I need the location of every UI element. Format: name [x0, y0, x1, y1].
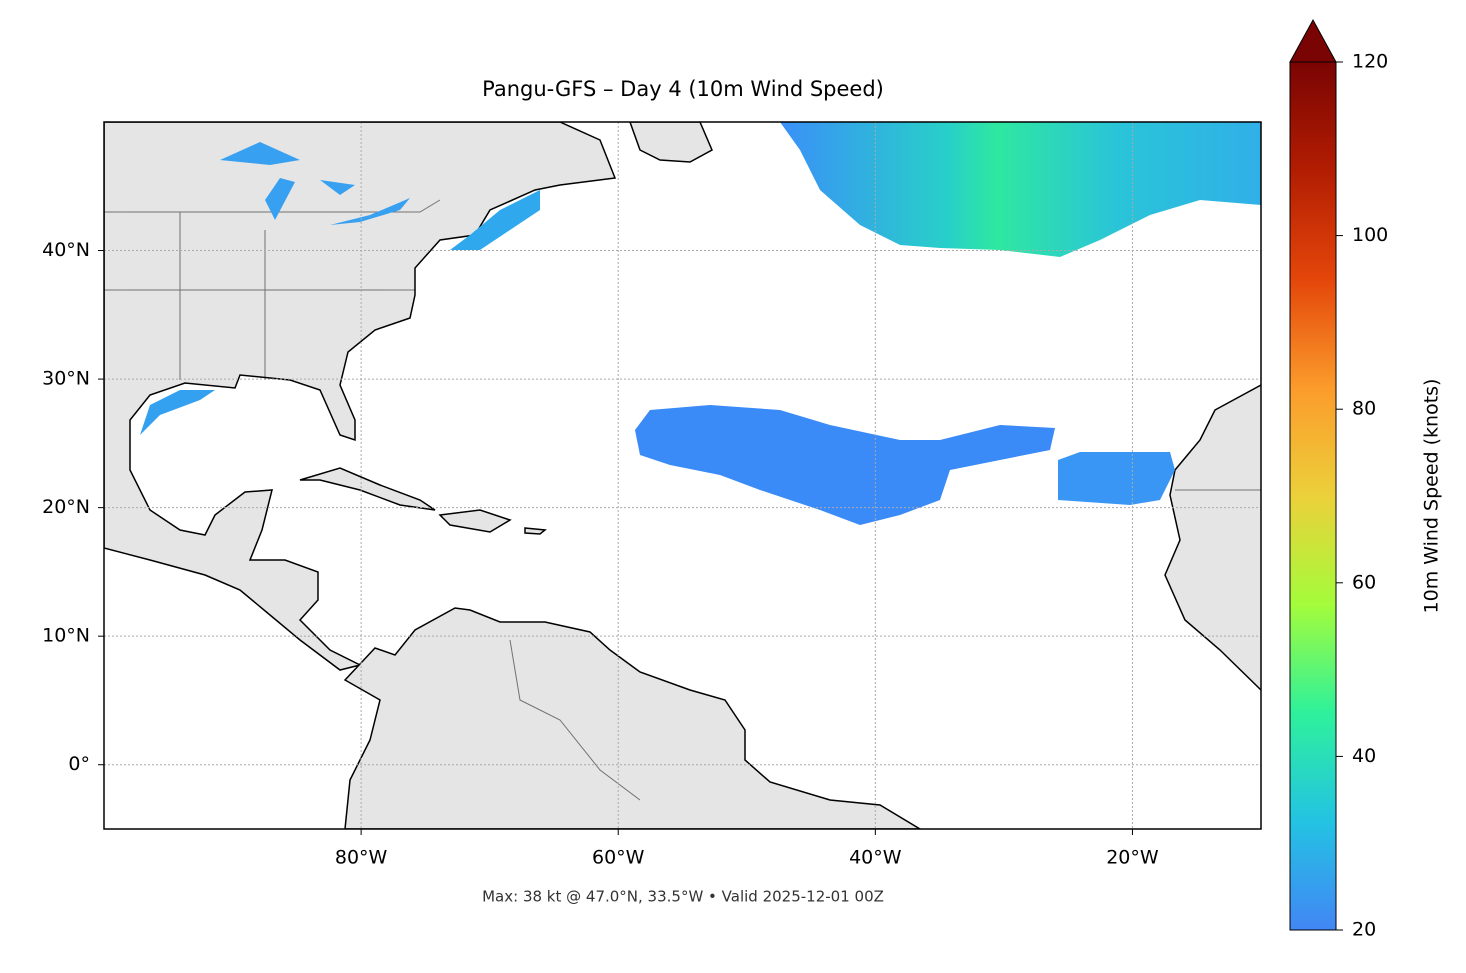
north-america — [104, 122, 617, 671]
colorbar-extend — [1289, 18, 1337, 63]
hispaniola — [438, 509, 512, 533]
colorbar-tick-label: 120 — [1352, 51, 1388, 73]
colorbar-tick-label: 60 — [1352, 571, 1376, 593]
wind-field — [140, 390, 215, 435]
border — [104, 199, 441, 213]
map-frame — [103, 121, 1262, 830]
wind-field — [330, 198, 410, 225]
colorbar — [1289, 61, 1337, 931]
borders — [104, 199, 1261, 801]
y-tick-label: 30°N — [42, 368, 90, 390]
wind-field — [320, 180, 355, 195]
chart-title: Pangu-GFS – Day 4 (10m Wind Speed) — [482, 77, 884, 101]
map-layers — [104, 122, 1261, 829]
africa — [1164, 384, 1261, 691]
wind-field — [1058, 452, 1175, 505]
y-tick-label: 40°N — [42, 239, 90, 261]
gridlines — [104, 122, 1261, 829]
y-tick-label: 0° — [68, 753, 90, 775]
south-america — [343, 607, 922, 829]
x-tick-label: 20°W — [1106, 847, 1159, 869]
y-tick-label: 10°N — [42, 625, 90, 647]
footnote: Max: 38 kt @ 47.0°N, 33.5°W • Valid 2025… — [482, 888, 884, 906]
x-tick-label: 80°W — [335, 847, 388, 869]
colorbar-tick-label: 20 — [1352, 919, 1376, 941]
wind-field — [780, 122, 1261, 257]
colorbar-tick-label: 100 — [1352, 224, 1388, 246]
puerto-rico — [524, 527, 547, 535]
wind-field — [635, 405, 1055, 525]
wind-field — [450, 190, 540, 250]
x-tick-label: 60°W — [592, 847, 645, 869]
colorbar-label: 10m Wind Speed (knots) — [1421, 379, 1443, 614]
colorbar-tick-label: 80 — [1352, 398, 1376, 420]
wind-field — [265, 178, 295, 220]
wind-field — [220, 142, 300, 165]
x-tick-label: 40°W — [849, 847, 902, 869]
colorbar-tick-label: 40 — [1352, 745, 1376, 767]
y-tick-label: 20°N — [42, 496, 90, 518]
newfoundland — [629, 122, 713, 163]
cuba — [299, 467, 436, 511]
border — [509, 639, 641, 801]
